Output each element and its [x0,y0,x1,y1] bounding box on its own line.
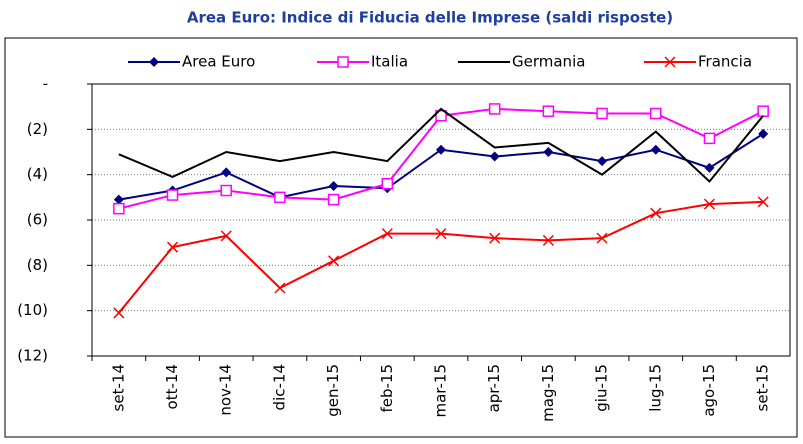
marker [167,241,179,253]
marker [220,230,232,242]
x-tick-label: lug-15 [646,364,664,412]
series-line [118,107,764,183]
marker [274,191,286,204]
marker [703,198,715,210]
x-tick-label: feb-15 [378,364,396,413]
chart-title: Area Euro: Indice di Fiducia delle Impre… [187,9,673,27]
legend-marker [149,57,159,67]
marker [650,107,662,120]
marker [166,189,179,201]
x-tick-label: dic-14 [270,364,288,410]
x-tick-label: mag-15 [539,364,557,422]
x-tick-label: mar-15 [432,364,450,418]
marker [650,207,662,219]
y-tick-label: (12) [17,347,48,365]
marker [113,202,125,215]
marker [328,255,340,267]
marker [113,307,125,319]
marker [542,234,554,246]
marker [650,144,661,155]
marker [113,194,124,205]
marker [327,193,340,206]
series-line [118,200,764,314]
x-tick-label: nov-14 [217,364,235,416]
marker [757,196,769,208]
legend-item: Francia [644,53,752,71]
marker [704,162,715,173]
marker [597,156,608,167]
marker [703,132,716,145]
marker [435,228,447,240]
y-tick-label: (6) [27,211,48,229]
y-tick-label: - [43,75,48,93]
legend-label: Italia [371,53,408,71]
legend-label: Area Euro [182,53,255,71]
x-tick-label: ott-14 [163,364,181,409]
legend-item: Area Euro [128,53,255,71]
marker [543,147,554,157]
legend-item: Italia [317,53,408,71]
legend-label: Francia [698,53,752,71]
marker [542,105,555,117]
y-tick-label: (8) [27,256,48,274]
series-line [118,133,764,201]
marker [274,282,286,294]
series-line [118,107,764,210]
chart-frame [4,37,798,438]
y-tick-label: (2) [27,120,48,138]
marker [220,184,232,197]
x-tick-label: set-14 [109,364,127,411]
marker [221,167,232,178]
x-tick-label: apr-15 [485,364,503,412]
marker [758,128,769,139]
marker [435,109,447,122]
marker [381,177,394,190]
marker [381,228,393,240]
x-tick-label: giu-15 [593,364,611,412]
marker [489,232,501,244]
marker [488,103,501,115]
y-tick-label: (4) [27,165,48,183]
marker [757,105,769,117]
x-tick-label: gen-15 [324,364,342,417]
x-tick-label: set-15 [754,364,772,411]
x-tick-label: ago-15 [700,364,718,417]
marker [596,107,608,120]
marker [328,181,339,191]
legend-item: Germania [458,53,585,71]
marker [596,232,608,244]
marker [489,151,500,162]
legend-marker [664,56,676,68]
y-tick-label: (10) [17,301,48,319]
legend-label: Germania [512,53,585,71]
marker [436,144,446,155]
plot-area [91,83,791,357]
legend-marker [337,56,349,68]
